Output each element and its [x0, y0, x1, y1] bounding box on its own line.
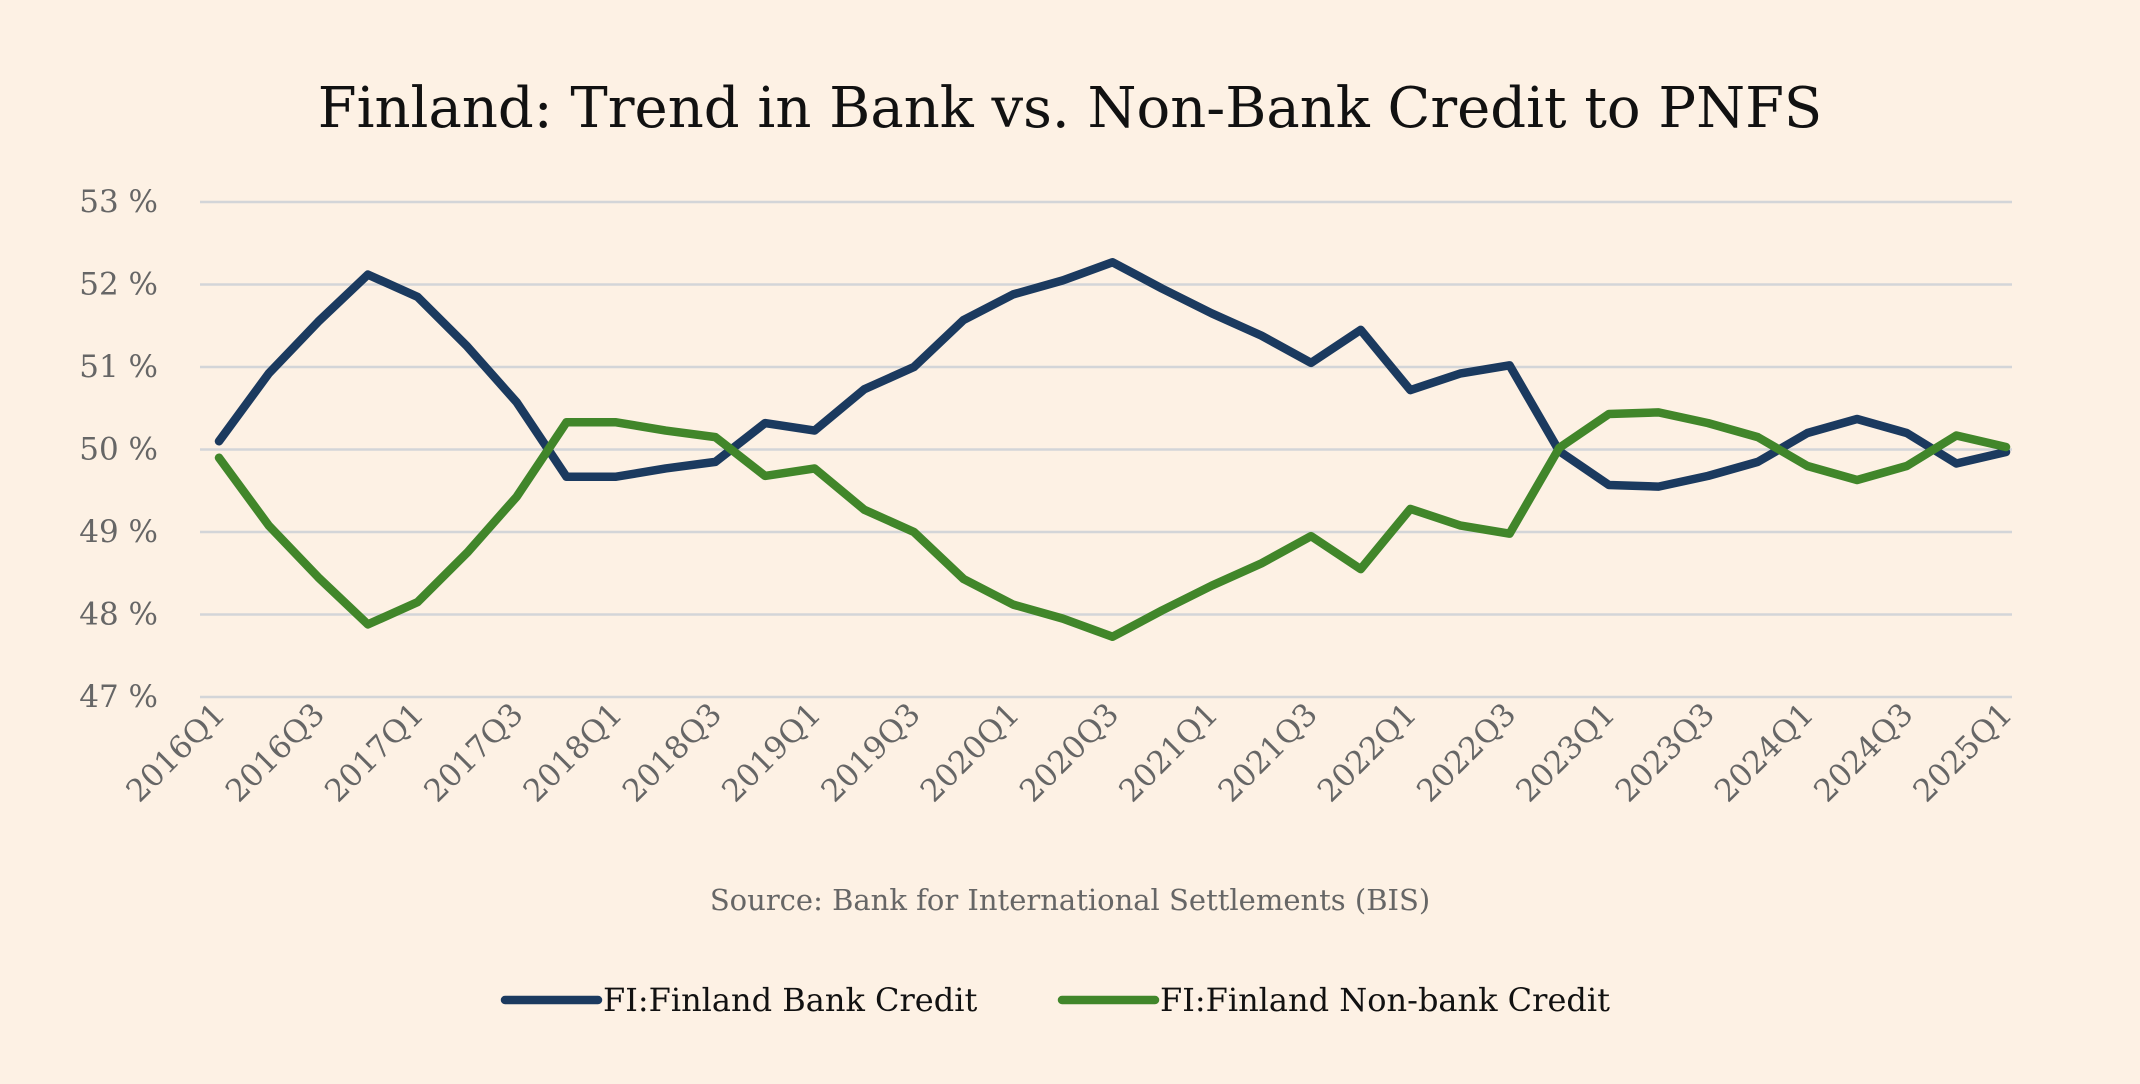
x-tick-label: 2021Q1: [1112, 696, 1225, 809]
series-line-non-bank-credit: [214, 408, 2011, 642]
x-tick-label: 2018Q1: [517, 696, 630, 809]
x-tick-label: 2020Q3: [1013, 696, 1126, 809]
y-tick-label: 50 %: [79, 432, 158, 468]
y-tick-label: 53 %: [79, 184, 158, 220]
x-tick-label: 2017Q3: [417, 696, 530, 809]
legend-label: FI:Finland Bank Credit: [603, 981, 977, 1019]
gridlines: [200, 200, 2012, 699]
x-tick-label: 2024Q3: [1807, 696, 1920, 809]
x-tick-label: 2019Q3: [814, 696, 927, 809]
legend-label: FI:Finland Non-bank Credit: [1160, 981, 1610, 1019]
legend-item-non-bank-credit: FI:Finland Non-bank Credit: [1057, 981, 1610, 1019]
x-tick-label: 2022Q1: [1311, 696, 1424, 809]
x-tick-label: 2021Q3: [1212, 696, 1325, 809]
y-tick-label: 52 %: [79, 267, 158, 303]
y-tick-label: 51 %: [79, 349, 158, 385]
x-tick-label: 2017Q1: [318, 696, 431, 809]
x-tick-label: 2018Q3: [616, 696, 729, 809]
x-tick-label: 2025Q1: [1906, 696, 2019, 809]
y-tick-label: 49 %: [79, 514, 158, 550]
y-axis-tick-labels: 47 % 48 % 49 % 50 % 51 % 52 % 53 %: [79, 184, 158, 715]
legend-item-bank-credit: FI:Finland Bank Credit: [500, 981, 977, 1019]
y-tick-label: 48 %: [79, 597, 158, 633]
x-tick-label: 2019Q1: [715, 696, 828, 809]
x-tick-label: 2020Q1: [914, 696, 1027, 809]
series-line-bank-credit: [214, 257, 2011, 491]
x-tick-label: 2016Q3: [219, 696, 332, 809]
legend: FI:Finland Bank Credit FI:Finland Non-ban…: [500, 981, 1610, 1019]
x-tick-label: 2024Q1: [1708, 696, 1821, 809]
chart-source-note: Source: Bank for International Settlemen…: [710, 883, 1430, 917]
x-axis-tick-labels: 2016Q12016Q32017Q12017Q32018Q12018Q32019…: [119, 696, 2019, 809]
x-tick-label: 2023Q3: [1609, 696, 1722, 809]
y-tick-label: 47 %: [79, 679, 158, 715]
x-tick-label: 2022Q3: [1410, 696, 1523, 809]
x-tick-label: 2023Q1: [1509, 696, 1622, 809]
series-lines: [214, 257, 2011, 642]
chart-title: Finland: Trend in Bank vs. Non-Bank Cred…: [318, 76, 1823, 141]
